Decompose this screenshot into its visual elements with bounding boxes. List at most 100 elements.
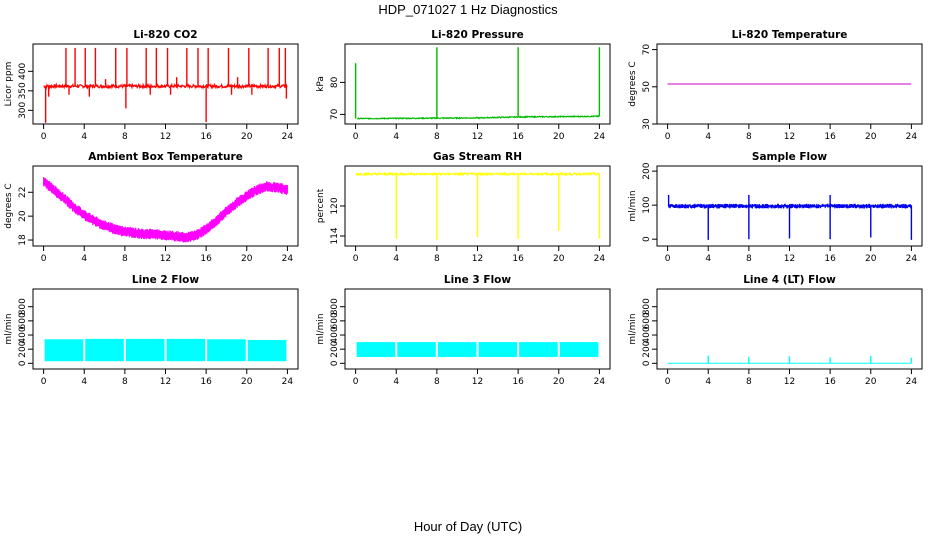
x-tick-label: 0: [353, 254, 359, 264]
x-tick-label: 8: [122, 254, 128, 264]
panel-title: Ambient Box Temperature: [88, 151, 243, 163]
y-axis-label: degrees C: [628, 61, 638, 106]
x-tick-label: 20: [241, 377, 253, 387]
panel-line2: Line 2 Flow ml/min 0 4 8 12 16 20 24 0 20040060080…: [4, 274, 299, 387]
series-band: [166, 338, 206, 362]
y-tick-label: 800: [18, 298, 28, 315]
y-tick-label: 600: [642, 312, 652, 329]
series-band: [356, 342, 396, 357]
x-tick-label: 0: [665, 132, 671, 142]
x-tick-label: 16: [512, 254, 524, 264]
series-line: [356, 114, 600, 120]
y-axis-label: ml/min: [316, 313, 326, 344]
x-tick-label: 12: [160, 377, 171, 387]
y-tick-label: 120: [330, 197, 340, 214]
x-tick-label: 0: [41, 254, 47, 264]
panel-title: Li-820 CO2: [133, 29, 197, 41]
data-series: [354, 47, 601, 120]
x-tick-label: 12: [784, 254, 795, 264]
x-tick-label: 4: [705, 377, 711, 387]
panel-title: Li-820 Pressure: [431, 29, 524, 41]
x-tick-label: 24: [282, 132, 294, 142]
x-tick-label: 20: [553, 132, 565, 142]
x-tick-label: 4: [81, 132, 87, 142]
x-tick-label: 0: [665, 254, 671, 264]
y-axis-label: ml/min: [4, 313, 14, 344]
y-axis-label: ml/min: [628, 190, 638, 221]
data-series: [44, 338, 287, 362]
y-tick-label: 200: [642, 162, 652, 179]
y-tick-label: 100: [642, 196, 652, 213]
x-tick-label: 16: [824, 254, 836, 264]
panel-title: Li-820 Temperature: [732, 29, 848, 41]
x-tick-label: 16: [200, 377, 212, 387]
x-tick-label: 24: [594, 254, 606, 264]
x-tick-label: 8: [746, 132, 752, 142]
x-tick-label: 20: [865, 377, 877, 387]
x-tick-label: 16: [824, 132, 836, 142]
x-tick-label: 4: [393, 377, 399, 387]
plot-frame: [344, 43, 611, 125]
x-tick-label: 8: [122, 132, 128, 142]
data-series: [667, 194, 913, 240]
x-tick-label: 12: [472, 254, 483, 264]
series-band: [85, 338, 124, 362]
x-tick-label: 12: [784, 132, 795, 142]
x-tick-label: 4: [705, 254, 711, 264]
x-tick-label: 12: [472, 377, 483, 387]
x-tick-label: 24: [906, 377, 918, 387]
series-band: [247, 339, 287, 362]
y-tick-label: 400: [642, 326, 652, 343]
data-series: [356, 342, 599, 357]
x-tick-label: 8: [434, 377, 440, 387]
x-tick-label: 0: [353, 132, 359, 142]
x-tick-label: 12: [160, 132, 171, 142]
panel-line3: Line 3 Flow ml/min 0 4 8 12 16 20 24 0 20040060080…: [316, 274, 611, 387]
y-tick-label: 300: [18, 101, 28, 118]
x-tick-label: 8: [434, 254, 440, 264]
x-tick-label: 0: [353, 377, 359, 387]
x-tick-label: 0: [665, 377, 671, 387]
series-band: [437, 342, 477, 357]
x-tick-label: 8: [746, 377, 752, 387]
x-tick-label: 24: [594, 132, 606, 142]
x-tick-label: 12: [784, 377, 795, 387]
data-series: [355, 171, 601, 240]
series-band: [559, 342, 599, 357]
panel-rh: Gas Stream RH percent 0 4 8 12 16 20 24 114 120: [316, 151, 611, 264]
y-tick-label: 0: [642, 236, 652, 242]
plot-frame: [344, 288, 611, 370]
data-series: [43, 47, 288, 123]
y-tick-label: 800: [330, 298, 340, 315]
y-tick-label: 114: [330, 227, 340, 244]
x-tick-label: 16: [824, 377, 836, 387]
y-tick-label: 80: [330, 76, 340, 88]
x-tick-label: 24: [282, 377, 294, 387]
y-tick-label: 200: [330, 340, 340, 357]
y-tick-label: 200: [18, 340, 28, 357]
panel-title: Sample Flow: [752, 151, 827, 163]
x-tick-label: 12: [160, 254, 171, 264]
y-tick-label: 400: [18, 326, 28, 343]
series-band: [44, 339, 84, 362]
x-tick-label: 8: [122, 377, 128, 387]
series-band: [207, 339, 246, 362]
y-tick-label: 70: [642, 44, 652, 56]
y-tick-label: 50: [642, 81, 652, 93]
y-tick-label: 22: [18, 187, 28, 198]
panel-pressure: Li-820 Pressure kPa 0 4 8 12 16 20 24 70 80: [316, 29, 611, 142]
y-tick-label: 350: [18, 82, 28, 99]
series-band: [519, 342, 558, 357]
panel-title: Line 4 (LT) Flow: [743, 274, 836, 286]
x-tick-label: 24: [906, 254, 918, 264]
y-tick-label: 20: [18, 210, 28, 222]
y-tick-label: 70: [330, 108, 340, 120]
x-tick-label: 20: [241, 254, 253, 264]
x-tick-label: 20: [865, 132, 877, 142]
panel-sample_flow: Sample Flow ml/min 0 4 8 12 16 20 24 0 100 200: [628, 151, 923, 264]
x-tick-label: 12: [472, 132, 483, 142]
x-tick-label: 24: [594, 377, 606, 387]
x-tick-label: 16: [200, 254, 212, 264]
panel-line4: Line 4 (LT) Flow ml/min 0 4 8 12 16 20 24 0 200400…: [628, 274, 923, 387]
